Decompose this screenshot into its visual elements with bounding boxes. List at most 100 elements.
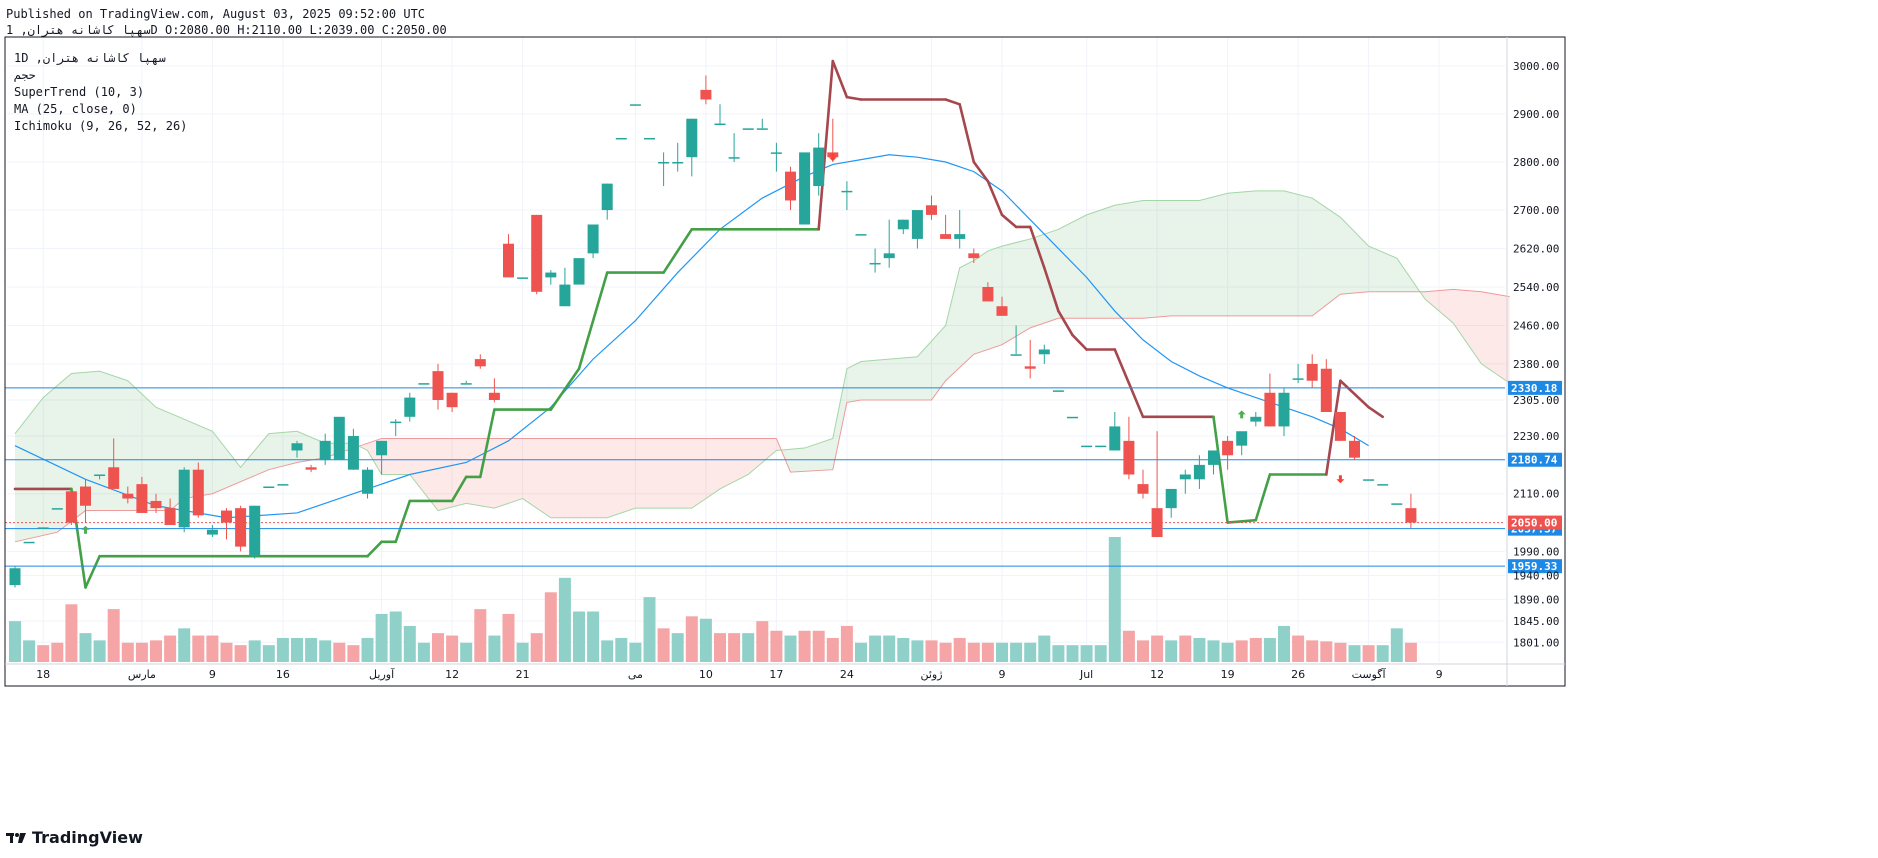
supertrend-segment (958, 103, 976, 164)
candle-body (1081, 445, 1093, 448)
y-tick-label: 2305.00 (1513, 394, 1559, 407)
volume-bar (530, 633, 543, 662)
supertrend-segment (817, 59, 835, 231)
y-tick-label: 1845.00 (1513, 615, 1559, 628)
candle-body (813, 147, 825, 187)
supertrend-segment (972, 160, 990, 183)
volume-bar (9, 621, 21, 662)
buy-signal-icon (1237, 410, 1246, 419)
supertrend-segment (831, 59, 849, 99)
y-tick-label: 2700.00 (1513, 204, 1559, 217)
brand-text: TradingView (32, 828, 143, 847)
tradingview-brand[interactable]: TradingView (6, 828, 143, 847)
volume-bar (728, 633, 741, 662)
candle-body (968, 253, 980, 259)
supertrend-segment (1325, 379, 1342, 476)
level-label-bg (1508, 380, 1562, 395)
candle-body (319, 440, 331, 461)
candle-body (1109, 426, 1121, 451)
volume-bar (1137, 640, 1149, 662)
volume-bar (826, 637, 839, 662)
volume-bar (699, 618, 712, 662)
candle-body (517, 277, 529, 279)
volume-bar (1320, 641, 1333, 662)
volume-bar (657, 628, 670, 662)
candle-body (601, 183, 613, 211)
supertrend-segment (1127, 381, 1145, 419)
x-tick-label: ژوئن (920, 668, 942, 681)
buy-signal-icon (81, 525, 90, 534)
candle-body (122, 493, 134, 499)
volume-bar (742, 633, 755, 662)
axes: 3000.00 2900.00 2800.00 2700.00 2620.00 2540.… (4, 36, 1566, 687)
candle-body (926, 205, 937, 215)
supertrend-segment (1254, 473, 1272, 522)
supertrend-segment (1028, 225, 1046, 270)
level-label: 2330.18 (1511, 382, 1557, 395)
volume-bar (79, 633, 92, 662)
candle-body (799, 152, 811, 225)
volume-bar (1221, 642, 1234, 662)
volume-bar (770, 630, 783, 662)
candle-body (1377, 484, 1389, 486)
sell-signal-icon (1336, 475, 1345, 484)
candle-body (1250, 416, 1262, 422)
chart-border (4, 36, 1566, 687)
candle-body (446, 392, 458, 408)
volume-bar (1334, 642, 1347, 662)
volume-bar (558, 577, 571, 662)
legend-supertrend[interactable]: SuperTrend (10, 3) (14, 85, 145, 99)
candle-body (23, 541, 35, 544)
x-tick-label: 21 (516, 668, 530, 681)
candle-body (1306, 363, 1318, 381)
y-tick-label: 2900.00 (1513, 108, 1559, 121)
volume-bar (1151, 635, 1164, 662)
volume-bar (1207, 640, 1220, 662)
candle-body (376, 440, 388, 456)
volume-bar (1249, 637, 1262, 662)
volume-bar (220, 642, 233, 662)
legend-ma[interactable]: MA (25, close, 0) (14, 102, 137, 116)
candle-body (404, 397, 416, 417)
volume-bar (121, 642, 134, 662)
volume-bar (248, 640, 261, 662)
volume-bar (446, 635, 459, 662)
signal-markers (81, 153, 1345, 534)
volume-bar (573, 611, 585, 662)
candle-body (51, 508, 63, 510)
volume-bar (1066, 645, 1079, 662)
volume-bar (784, 635, 797, 662)
volume-bar (502, 613, 515, 662)
level-label-bg (1508, 452, 1562, 467)
candle-body (1208, 450, 1219, 465)
volume-bar (615, 637, 628, 662)
volume-bar (37, 645, 50, 662)
volume-bar (1404, 642, 1417, 662)
supertrend-segment (1113, 348, 1131, 385)
level-label: 1959.33 (1511, 560, 1557, 573)
candle-body (178, 469, 190, 528)
volume-bar (23, 640, 36, 662)
legend-volume[interactable]: حجم (14, 68, 36, 82)
volume-bar (389, 611, 402, 662)
legend-symbol[interactable]: 1D ,سهپا کاشانه هترا‌ن (14, 51, 166, 65)
candle-body (940, 234, 952, 239)
volume-bar (1179, 635, 1192, 662)
candle-body (1405, 508, 1417, 523)
supertrend-line (13, 59, 1384, 589)
candle-body (263, 486, 275, 489)
supertrend-segment (450, 475, 468, 503)
candle-body (954, 234, 966, 239)
volume-bar (714, 633, 726, 662)
volume-bar (911, 640, 924, 662)
candle-body (644, 137, 655, 140)
x-tick-label: 24 (840, 668, 854, 681)
candle-body (1151, 508, 1163, 537)
y-tick-label: 2540.00 (1513, 281, 1559, 294)
x-tick-label: 19 (1221, 668, 1235, 681)
legend-ichimoku[interactable]: Ichimoku (9, 26, 52, 26) (14, 119, 188, 133)
x-tick-label: آوریل (369, 667, 395, 681)
volume-bar (1080, 645, 1093, 662)
